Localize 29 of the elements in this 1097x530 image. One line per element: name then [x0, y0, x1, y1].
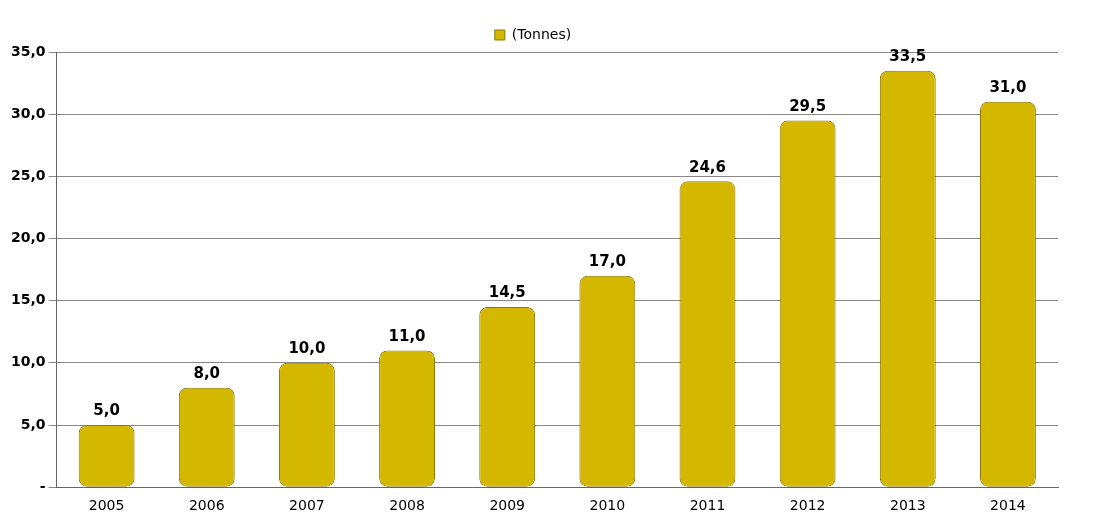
y-tick-label: 25,0	[11, 166, 46, 183]
x-tick-label: 2014	[990, 497, 1026, 514]
x-tick-label: 2010	[589, 497, 626, 514]
data-label: 10,0	[288, 339, 326, 358]
y-tick-label: 20,0	[11, 229, 46, 246]
data-label: 29,5	[789, 96, 827, 115]
data-label: 11,0	[388, 326, 426, 345]
x-tick-label: 2005	[88, 497, 125, 514]
data-label: 17,0	[588, 252, 626, 271]
x-tick-label: 2007	[289, 497, 325, 514]
data-label: 33,5	[889, 47, 927, 66]
data-label: 14,5	[488, 283, 526, 302]
x-tick-label: 2011	[689, 497, 726, 514]
x-tick-label: 2008	[389, 497, 425, 514]
data-label: 8,0	[193, 364, 221, 383]
y-tick-label: 30,0	[11, 104, 46, 121]
y-tick-label: 5,0	[20, 415, 46, 432]
y-tick-label: 15,0	[11, 291, 46, 308]
y-tick-label: 35,0	[11, 42, 46, 59]
x-tick-label: 2012	[789, 497, 826, 514]
x-tick-label: 2006	[188, 497, 225, 514]
data-label: 31,0	[989, 78, 1027, 97]
y-tick-label: -	[39, 477, 46, 494]
y-tick-label: 10,0	[11, 353, 46, 370]
data-label: 24,6	[688, 157, 726, 176]
data-label: 5,0	[93, 401, 120, 420]
x-tick-label: 2013	[889, 497, 926, 514]
x-tick-label: 2009	[489, 497, 526, 514]
legend-label: (Tonnes)	[511, 25, 572, 42]
